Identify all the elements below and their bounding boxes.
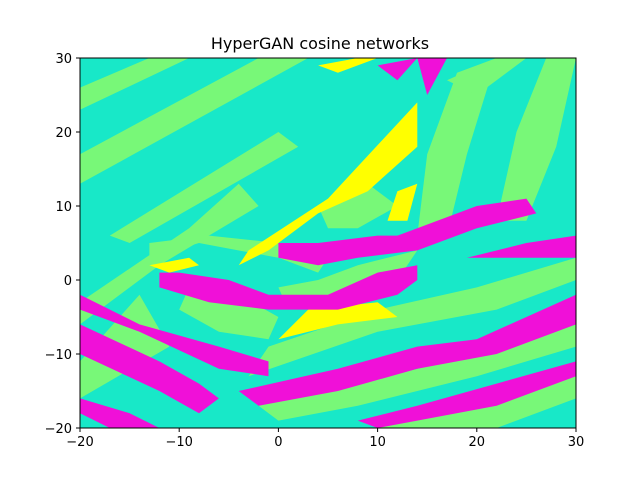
heatmap-region-21 — [80, 294, 269, 377]
x-tick-label: 20 — [469, 435, 486, 450]
heatmap-region-19 — [387, 183, 418, 221]
x-axis: −20 −10 0 10 20 30 — [66, 428, 584, 450]
heatmap-region-0 — [80, 58, 190, 110]
heatmap-region-1 — [80, 58, 309, 184]
y-tick-label: −20 — [45, 422, 72, 437]
heatmap-region-2 — [109, 132, 299, 243]
heatmap-region-12 — [417, 58, 497, 236]
heatmap-region-16 — [149, 257, 199, 273]
heatmap-region-14 — [447, 58, 527, 95]
x-tick-label: −10 — [165, 435, 192, 450]
heatmap-region-28 — [466, 235, 576, 258]
y-axis: −20 −10 0 10 20 30 — [45, 52, 80, 437]
heatmap-region-25 — [357, 361, 576, 428]
y-tick-label: 10 — [55, 200, 72, 215]
x-tick-label: 10 — [369, 435, 386, 450]
y-tick-label: 20 — [55, 126, 72, 141]
heatmap-region-23 — [80, 398, 160, 428]
heatmap-region-20 — [159, 265, 418, 310]
x-tick-label: 0 — [274, 435, 282, 450]
heatmap-region-13 — [496, 58, 576, 221]
heatmap-region-11 — [318, 183, 398, 229]
plot-frame — [79, 57, 577, 429]
heatmap-region-7 — [248, 257, 576, 377]
heatmap-region-22 — [80, 324, 219, 414]
heatmap-region-29 — [417, 58, 447, 95]
heatmap-region-15 — [238, 102, 418, 266]
heatmap-region-18 — [318, 58, 378, 73]
x-tick-label: −20 — [66, 435, 93, 450]
heatmap-region-24 — [238, 294, 576, 406]
x-tick-label: 30 — [568, 435, 585, 450]
heatmap-region-17 — [278, 302, 398, 340]
y-tick-label: 30 — [55, 52, 72, 67]
y-tick-label: 0 — [64, 274, 72, 289]
heatmap-region-3 — [80, 183, 259, 325]
heatmap-region-30 — [377, 58, 418, 81]
heatmap-regions — [80, 58, 576, 428]
chart-title: HyperGAN cosine networks — [211, 34, 429, 53]
y-tick-label: −10 — [45, 348, 72, 363]
heatmap-region-27 — [377, 198, 537, 251]
